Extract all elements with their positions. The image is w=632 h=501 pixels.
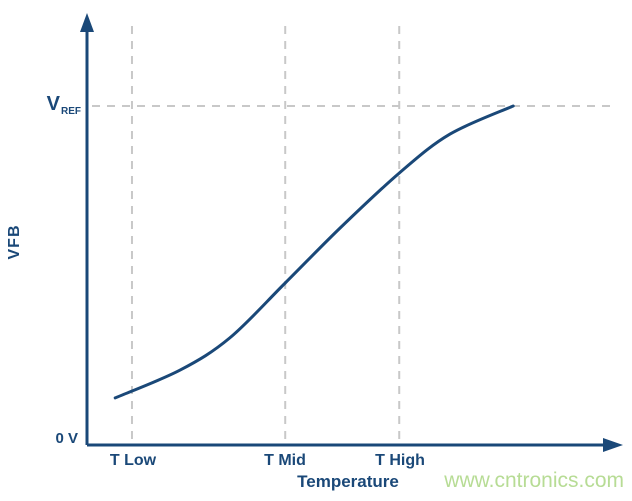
- vref-tick-label: VREF: [18, 93, 81, 118]
- x-axis-arrowhead: [603, 438, 623, 452]
- x-tick-t-high: T High: [375, 452, 425, 469]
- vref-subscript-text: REF: [61, 106, 81, 117]
- x-tick-t-mid: T Mid: [264, 452, 306, 469]
- watermark-text: www.cntronics.com: [444, 469, 624, 492]
- x-axis-title: Temperature: [297, 472, 399, 491]
- vfb-curve: [113, 104, 515, 400]
- vref-main-text: V: [46, 93, 60, 115]
- x-tick-t-low: T Low: [109, 452, 157, 469]
- y-axis-title: VFB: [6, 224, 23, 260]
- zero-volt-tick-label: 0 V: [55, 430, 78, 447]
- y-axis-arrowhead: [80, 13, 94, 32]
